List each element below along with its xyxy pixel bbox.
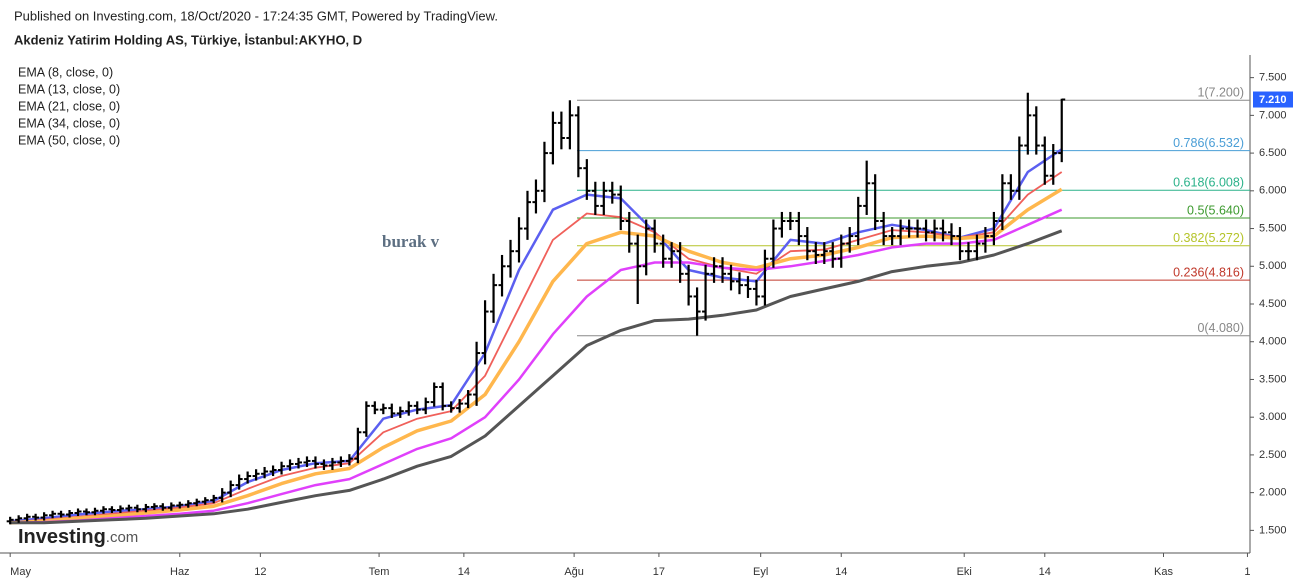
watermark: Investing.com: [18, 526, 138, 548]
y-tick-label: 7.500: [1259, 72, 1287, 84]
y-tick-label: 4.500: [1259, 298, 1287, 310]
header: Published on Investing.com, 18/Oct/2020 …: [14, 8, 498, 23]
x-tick-label: Eyl: [753, 566, 768, 578]
x-tick-label: 17: [653, 566, 665, 578]
fib-label: 0.786(6.532): [1173, 136, 1244, 150]
indicator-line: [10, 208, 1063, 525]
chart-title: Akdeniz Yatirim Holding AS, Türkiye, İst…: [14, 32, 362, 47]
x-tick-label: Ağu: [564, 566, 584, 578]
last-price-badge: [1253, 91, 1293, 108]
fib-label: 0(4.080): [1197, 321, 1244, 335]
x-tick-label: Eki: [957, 566, 972, 578]
fib-label: 0.236(4.816): [1173, 265, 1244, 279]
fib-label: 0.618(6.008): [1173, 176, 1244, 190]
fib-label: 1(7.200): [1197, 86, 1244, 100]
x-tick-label: Tem: [369, 566, 390, 578]
annotation: burak v: [382, 232, 440, 251]
y-tick-label: 4.000: [1259, 336, 1287, 348]
legend-entry: EMA (8, close, 0): [18, 65, 113, 79]
y-tick-label: 2.500: [1259, 449, 1287, 461]
x-tick-label: May: [10, 566, 31, 578]
last-price-label: 7.210: [1259, 94, 1287, 106]
y-tick-label: 5.500: [1259, 222, 1287, 234]
legend-entry: EMA (34, close, 0): [18, 116, 120, 130]
fib-label: 0.382(5.272): [1173, 231, 1244, 245]
legend-entry: EMA (21, close, 0): [18, 99, 120, 113]
watermark-suffix: .com: [106, 529, 139, 546]
x-tick-label: 14: [458, 566, 470, 578]
y-tick-label: 5.000: [1259, 260, 1287, 272]
y-tick-label: 7.000: [1259, 109, 1287, 121]
x-tick-label: 12: [254, 566, 266, 578]
y-tick-label: 3.000: [1259, 411, 1287, 423]
indicator-line: [10, 229, 1063, 525]
x-tick-label: Haz: [170, 566, 190, 578]
y-tick-label: 2.000: [1259, 487, 1287, 499]
y-tick-label: 3.500: [1259, 373, 1287, 385]
legend-entry: EMA (50, close, 0): [18, 133, 120, 147]
fib-label: 0.5(5.640): [1187, 203, 1244, 217]
x-tick-label: 1: [1244, 566, 1250, 578]
bars: [6, 92, 1066, 525]
legend-entry: EMA (13, close, 0): [18, 82, 120, 96]
indicator-line: [10, 187, 1063, 525]
indicator-line: [10, 171, 1063, 523]
x-tick-label: 14: [1039, 566, 1051, 578]
y-tick-label: 6.000: [1259, 185, 1287, 197]
y-tick-label: 1.500: [1259, 524, 1287, 536]
x-tick-label: Kas: [1154, 566, 1173, 578]
watermark-brand: Investing: [18, 526, 106, 548]
y-tick-label: 6.500: [1259, 147, 1287, 159]
x-tick-label: 14: [835, 566, 847, 578]
